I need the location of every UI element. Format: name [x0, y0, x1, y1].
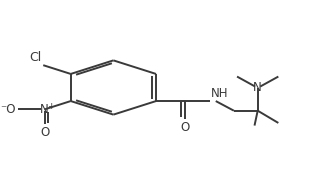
Text: Cl: Cl	[29, 51, 42, 64]
Text: ⁻O: ⁻O	[1, 103, 16, 116]
Text: N: N	[253, 81, 262, 94]
Text: N: N	[40, 103, 49, 116]
Text: +: +	[47, 102, 54, 111]
Text: O: O	[40, 126, 49, 139]
Text: NH: NH	[211, 87, 229, 100]
Text: O: O	[180, 121, 189, 134]
